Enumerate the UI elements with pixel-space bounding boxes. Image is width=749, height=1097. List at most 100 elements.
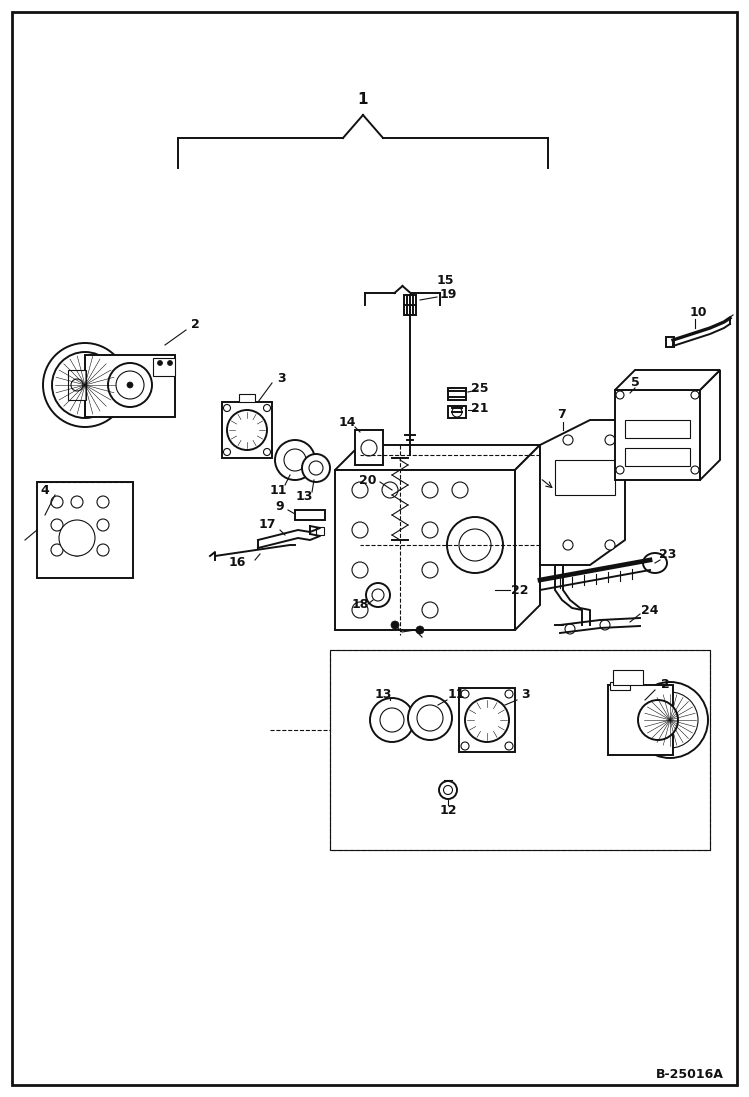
Circle shape	[97, 519, 109, 531]
Text: 23: 23	[659, 548, 676, 562]
Circle shape	[284, 449, 306, 471]
Text: 24: 24	[641, 603, 659, 617]
Circle shape	[352, 482, 368, 498]
Ellipse shape	[43, 343, 127, 427]
Text: 17: 17	[258, 519, 276, 532]
Text: 12: 12	[439, 803, 457, 816]
Circle shape	[116, 371, 144, 399]
Text: 11: 11	[269, 484, 287, 497]
Circle shape	[638, 700, 678, 740]
Text: B-25016A: B-25016A	[656, 1068, 724, 1082]
Bar	[153, 358, 175, 376]
Circle shape	[666, 716, 674, 724]
Circle shape	[422, 482, 438, 498]
Text: 18: 18	[351, 599, 369, 611]
Circle shape	[223, 405, 231, 411]
Circle shape	[366, 583, 390, 607]
Circle shape	[416, 626, 424, 634]
Ellipse shape	[643, 553, 667, 573]
Circle shape	[408, 695, 452, 740]
Text: 9: 9	[276, 500, 285, 513]
Circle shape	[108, 363, 152, 407]
Circle shape	[370, 698, 414, 742]
Circle shape	[605, 436, 615, 445]
Bar	[448, 388, 466, 400]
Text: 22: 22	[512, 584, 529, 597]
Polygon shape	[700, 370, 720, 480]
Polygon shape	[615, 370, 720, 391]
Circle shape	[600, 620, 610, 630]
Bar	[555, 460, 615, 495]
Circle shape	[691, 466, 699, 474]
Circle shape	[422, 522, 438, 538]
Circle shape	[51, 544, 63, 556]
Circle shape	[461, 742, 469, 750]
Circle shape	[352, 562, 368, 578]
Circle shape	[372, 589, 384, 601]
Text: 13: 13	[295, 490, 312, 504]
Polygon shape	[335, 445, 540, 470]
Circle shape	[691, 391, 699, 399]
Bar	[404, 295, 416, 315]
Bar	[239, 394, 255, 402]
Text: 25: 25	[471, 382, 489, 395]
Circle shape	[452, 482, 468, 498]
Bar	[316, 527, 324, 535]
Bar	[666, 337, 674, 347]
Circle shape	[382, 482, 398, 498]
Circle shape	[264, 405, 270, 411]
Circle shape	[616, 466, 624, 474]
Circle shape	[439, 781, 457, 799]
Bar	[625, 448, 690, 466]
Ellipse shape	[632, 682, 708, 758]
Circle shape	[352, 602, 368, 618]
Text: 7: 7	[557, 408, 566, 421]
Circle shape	[563, 540, 573, 550]
Polygon shape	[540, 420, 625, 565]
Circle shape	[302, 454, 330, 482]
Circle shape	[71, 544, 83, 556]
Circle shape	[465, 698, 509, 742]
Ellipse shape	[52, 352, 118, 418]
Circle shape	[447, 517, 503, 573]
Text: 11: 11	[447, 689, 464, 701]
Circle shape	[51, 496, 63, 508]
Circle shape	[605, 540, 615, 550]
Circle shape	[223, 449, 231, 455]
Bar	[330, 651, 710, 850]
Circle shape	[275, 440, 315, 480]
Bar	[37, 482, 133, 578]
Text: 19: 19	[440, 289, 457, 302]
Circle shape	[565, 624, 575, 634]
Circle shape	[422, 562, 438, 578]
Text: 10: 10	[689, 305, 707, 318]
Circle shape	[443, 785, 452, 794]
Bar	[608, 685, 673, 755]
Bar	[615, 391, 700, 480]
Text: 3: 3	[278, 372, 286, 385]
Ellipse shape	[642, 692, 698, 748]
Circle shape	[391, 621, 399, 629]
Circle shape	[505, 690, 513, 698]
Text: 1: 1	[358, 92, 369, 108]
Text: 2: 2	[661, 679, 670, 691]
Polygon shape	[515, 445, 540, 630]
Bar	[625, 420, 690, 438]
Text: 14: 14	[339, 416, 356, 429]
Bar	[613, 670, 643, 685]
Text: 13: 13	[374, 689, 392, 701]
Circle shape	[505, 742, 513, 750]
Text: 15: 15	[436, 273, 454, 286]
Bar	[459, 688, 515, 753]
Text: 3: 3	[521, 689, 530, 701]
Circle shape	[309, 461, 323, 475]
Bar	[610, 682, 630, 690]
Bar	[330, 651, 710, 850]
Bar	[222, 402, 272, 459]
Text: 4: 4	[40, 484, 49, 497]
Circle shape	[422, 602, 438, 618]
Circle shape	[227, 410, 267, 450]
Bar	[355, 430, 383, 465]
Circle shape	[59, 520, 95, 556]
Circle shape	[157, 361, 163, 365]
